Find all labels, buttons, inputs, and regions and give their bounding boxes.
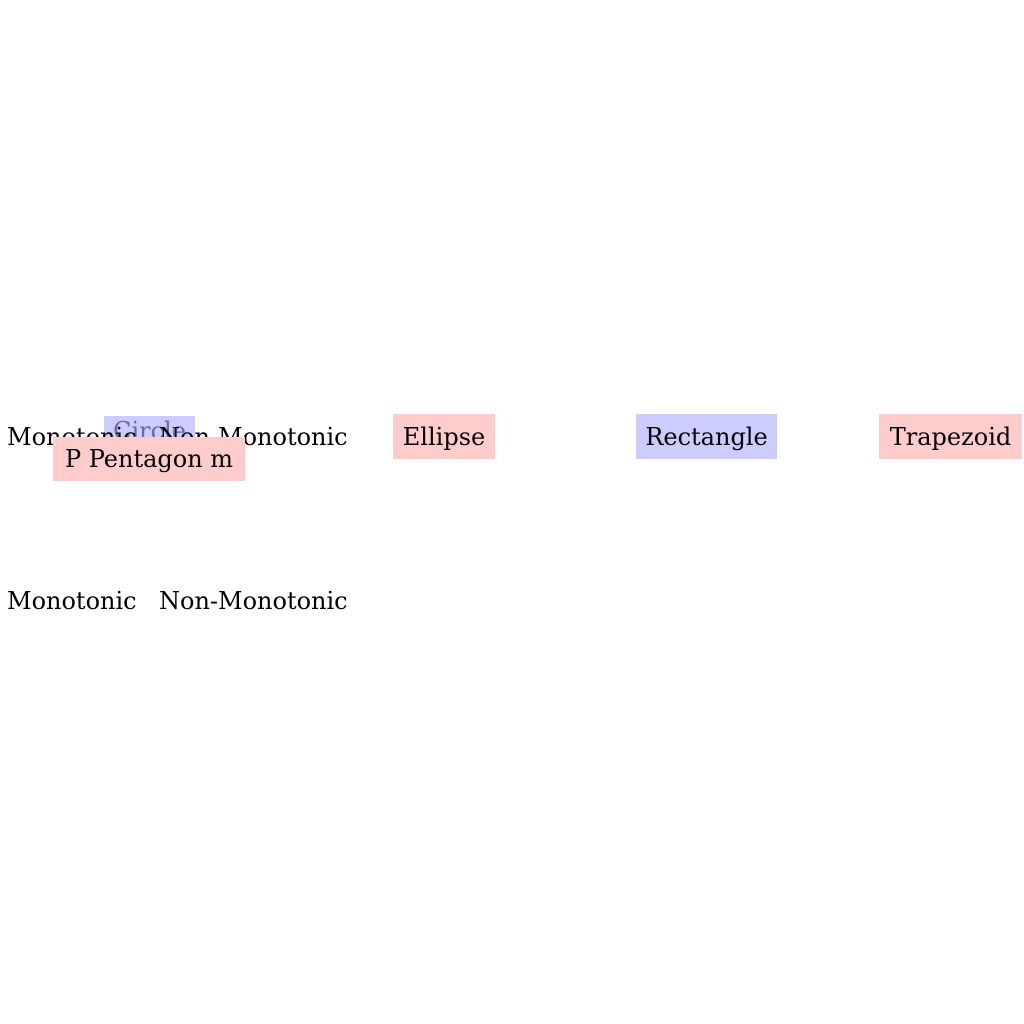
pentagon-node: P Pentagon m — [53, 437, 245, 481]
pentagon-node-label: P Pentagon m — [64, 445, 234, 473]
ellipse-node: Ellipse — [393, 414, 495, 459]
monotonic-label-bottom: Monotonic — [7, 587, 137, 615]
trapezoid-node-label: Trapezoid — [889, 422, 1012, 451]
rectangle-node-label: Rectangle — [645, 422, 768, 451]
non-monotonic-label-bottom: Non-Monotonic — [159, 587, 348, 615]
ellipse-node-label: Ellipse — [402, 422, 486, 451]
trapezoid-node: Trapezoid — [879, 414, 1022, 459]
rectangle-node: Rectangle — [636, 414, 777, 459]
